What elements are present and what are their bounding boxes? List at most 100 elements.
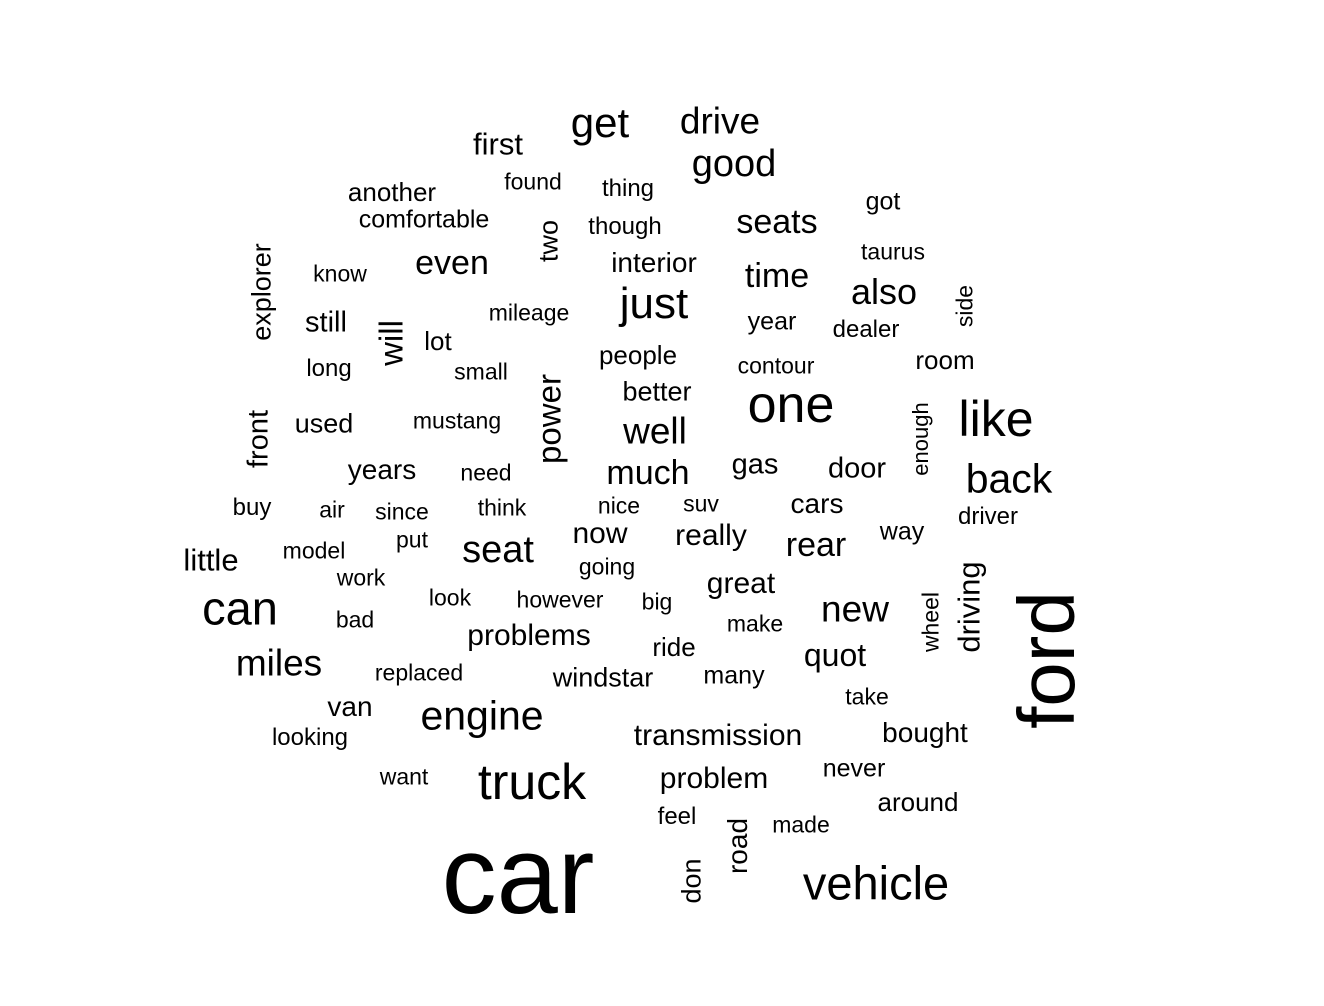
word-gas: gas xyxy=(731,448,779,481)
word-model: model xyxy=(282,537,346,564)
word-replaced: replaced xyxy=(374,659,464,686)
word-taurus: taurus xyxy=(861,238,925,265)
word-new: new xyxy=(821,588,889,630)
word-vehicle: vehicle xyxy=(802,856,950,910)
word-back: back xyxy=(965,455,1053,502)
word-looking: looking xyxy=(271,724,349,751)
word-wheel: wheel xyxy=(917,591,944,653)
word-road: road xyxy=(722,817,753,875)
word-don: don xyxy=(676,858,707,904)
word-enough: enough xyxy=(908,402,933,476)
word-another: another xyxy=(347,177,437,207)
word-rear: rear xyxy=(785,526,847,564)
word-want: want xyxy=(379,763,429,790)
word-buy: buy xyxy=(232,494,272,521)
word-much: much xyxy=(606,454,690,492)
word-first: first xyxy=(473,126,523,162)
word-never: never xyxy=(822,754,886,783)
word-year: year xyxy=(747,307,797,336)
word-driving: driving xyxy=(951,561,987,653)
word-look: look xyxy=(428,584,472,611)
word-know: know xyxy=(313,260,367,287)
word-got: got xyxy=(865,187,901,216)
word-drive: drive xyxy=(679,100,761,142)
word-two: two xyxy=(533,219,564,263)
word-one: one xyxy=(747,376,835,434)
word-explorer: explorer xyxy=(246,243,277,341)
word-long: long xyxy=(306,355,352,382)
word-good: good xyxy=(691,143,777,185)
word-now: now xyxy=(572,517,628,550)
word-seats: seats xyxy=(736,203,818,241)
word-mustang: mustang xyxy=(412,407,502,434)
word-seat: seat xyxy=(462,529,534,571)
word-however: however xyxy=(516,586,604,613)
word-just: just xyxy=(619,279,689,328)
word-engine: engine xyxy=(420,692,544,739)
word-small: small xyxy=(454,358,508,385)
word-think: think xyxy=(477,494,527,521)
word-side: side xyxy=(951,284,978,328)
word-though: though xyxy=(588,213,662,240)
word-made: made xyxy=(772,811,830,838)
word-interior: interior xyxy=(611,247,697,278)
word-driver: driver xyxy=(957,503,1019,530)
word-ride: ride xyxy=(652,632,696,662)
word-around: around xyxy=(877,787,959,817)
word-really: really xyxy=(675,519,747,552)
word-way: way xyxy=(879,517,925,546)
word-bad: bad xyxy=(335,606,375,633)
word-car: car xyxy=(441,814,595,937)
word-still: still xyxy=(305,306,347,339)
word-make: make xyxy=(726,610,784,637)
word-take: take xyxy=(845,683,889,710)
word-lot: lot xyxy=(424,326,452,356)
word-nice: nice xyxy=(597,492,641,519)
word-work: work xyxy=(336,564,386,591)
word-can: can xyxy=(202,581,278,635)
word-big: big xyxy=(641,588,673,615)
word-truck: truck xyxy=(477,754,587,810)
word-like: like xyxy=(958,391,1034,447)
word-put: put xyxy=(396,526,428,553)
word-even: even xyxy=(415,244,489,282)
word-comfortable: comfortable xyxy=(358,205,490,234)
word-going: going xyxy=(578,553,636,580)
word-air: air xyxy=(319,496,345,523)
word-cars: cars xyxy=(790,488,844,519)
word-thing: thing xyxy=(601,175,655,202)
word-need: need xyxy=(460,459,512,486)
word-room: room xyxy=(915,345,975,375)
word-front: front xyxy=(242,409,275,469)
word-ford: ford xyxy=(1002,591,1091,729)
word-problems: problems xyxy=(467,619,591,652)
word-great: great xyxy=(706,567,776,600)
word-contour: contour xyxy=(737,352,815,379)
word-windstar: windstar xyxy=(552,662,654,693)
word-problem: problem xyxy=(659,762,769,795)
word-mileage: mileage xyxy=(488,299,570,326)
word-get: get xyxy=(570,99,630,146)
word-also: also xyxy=(850,271,918,312)
word-transmission: transmission xyxy=(633,719,803,752)
word-people: people xyxy=(598,340,678,370)
word-quot: quot xyxy=(803,637,867,673)
word-dealer: dealer xyxy=(832,316,900,343)
word-found: found xyxy=(504,168,562,195)
word-bought: bought xyxy=(882,717,968,748)
word-van: van xyxy=(327,691,373,722)
word-will: will xyxy=(372,320,410,366)
word-miles: miles xyxy=(235,642,323,684)
word-better: better xyxy=(622,376,692,407)
word-well: well xyxy=(623,410,687,452)
word-little: little xyxy=(183,542,239,578)
word-feel: feel xyxy=(657,803,697,830)
word-suv: suv xyxy=(683,490,719,517)
word-power: power xyxy=(530,374,568,464)
word-years: years xyxy=(347,454,417,485)
word-since: since xyxy=(375,498,429,525)
word-time: time xyxy=(744,257,810,295)
word-used: used xyxy=(294,408,354,439)
word-door: door xyxy=(827,452,887,485)
